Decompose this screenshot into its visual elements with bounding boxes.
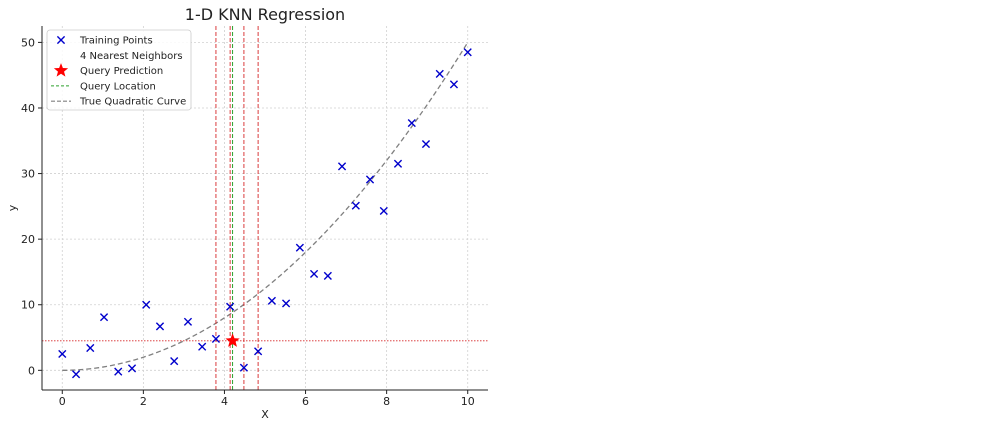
- training-point: [71, 370, 81, 379]
- training-point: [407, 118, 416, 128]
- training-point: [323, 271, 332, 280]
- y-tick-label: 10: [21, 299, 35, 312]
- x-tick-label: 10: [461, 395, 475, 408]
- training-point: [463, 48, 472, 57]
- true-quadratic-curve: [62, 42, 469, 371]
- x-tick-label: 4: [221, 395, 228, 408]
- training-point: [99, 313, 109, 322]
- x-axis-label: X: [261, 408, 269, 421]
- y-tick-label: 40: [21, 102, 35, 115]
- query-prediction-star: [225, 333, 240, 347]
- training-point: [281, 299, 291, 308]
- chart-title: 1-D KNN Regression: [185, 5, 345, 24]
- training-point: [379, 206, 388, 216]
- training-point: [435, 69, 444, 78]
- training-point: [337, 162, 347, 171]
- legend-label: Training Points: [79, 36, 153, 47]
- training-point: [170, 357, 179, 366]
- y-tick-label: 20: [21, 233, 35, 246]
- true-curve-layer: [62, 42, 469, 371]
- legend-marker-star: [53, 63, 69, 77]
- training-point: [351, 201, 360, 210]
- legend-label: 4 Nearest Neighbors: [80, 51, 183, 62]
- legend-label: True Quadratic Curve: [79, 97, 186, 108]
- training-point: [365, 175, 375, 184]
- y-tick-label: 50: [21, 36, 35, 49]
- training-point: [239, 363, 249, 372]
- training-point: [267, 296, 276, 305]
- training-point: [211, 334, 221, 343]
- axes: 0 2 4 6 8 10 0 10 20 30 40 50: [21, 26, 488, 408]
- legend-label: Query Prediction: [80, 66, 163, 77]
- training-point: [226, 302, 235, 311]
- legend-box: [46, 29, 192, 111]
- legend: Training Points 4 Nearest Neighbors Query …: [46, 29, 192, 111]
- training-point: [142, 300, 151, 309]
- training-point: [421, 139, 431, 149]
- training-point: [295, 243, 304, 252]
- legend-marker-training: [56, 35, 66, 45]
- x-tick-label: 8: [383, 395, 390, 408]
- training-point: [155, 322, 165, 331]
- y-tick-label: 30: [21, 168, 35, 181]
- y-axis-label: y: [6, 204, 19, 211]
- training-point: [114, 367, 123, 376]
- training-point: [254, 347, 263, 356]
- legend-label: Query Location: [80, 81, 156, 92]
- x-tick-label: 6: [302, 395, 309, 408]
- reference-lines-layer: [42, 26, 488, 390]
- training-point: [127, 364, 137, 373]
- training-point: [393, 159, 403, 168]
- training-point: [449, 80, 459, 89]
- training-point: [183, 317, 193, 326]
- y-tick-label: 0: [28, 364, 35, 377]
- x-tick-label: 2: [140, 395, 147, 408]
- training-points-layer: [58, 48, 472, 379]
- training-point: [198, 342, 207, 351]
- x-tick-label: 0: [59, 395, 66, 408]
- training-point: [58, 349, 67, 359]
- training-point: [309, 269, 319, 279]
- training-point: [86, 343, 95, 353]
